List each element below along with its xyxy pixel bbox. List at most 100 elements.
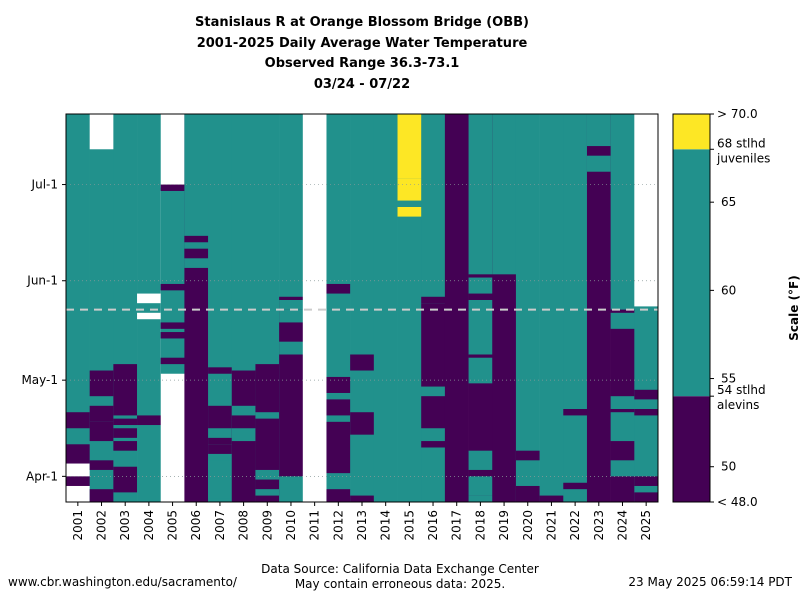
year-column-2015 xyxy=(397,114,422,502)
cell-segment-2018-2 xyxy=(468,357,493,384)
cell-segment-2002-0 xyxy=(89,114,114,150)
x-tick-label-2019: 2019 xyxy=(497,510,511,541)
year-column-2009 xyxy=(255,114,280,502)
x-tick-label-2007: 2007 xyxy=(213,510,227,541)
cell-segment-2005-1 xyxy=(160,184,185,191)
cell-segment-2015-2 xyxy=(397,114,422,179)
cell-segment-2002-2 xyxy=(89,460,114,470)
cell-segment-2024-1 xyxy=(610,312,635,329)
cell-base-2011 xyxy=(302,114,327,502)
cell-segment-2009-3 xyxy=(255,412,280,419)
cell-base-2021 xyxy=(539,114,564,502)
year-column-2021 xyxy=(539,114,564,502)
year-column-2013 xyxy=(350,114,375,502)
cell-segment-2012-2 xyxy=(326,399,351,416)
colorbar-band-0 xyxy=(673,396,710,502)
cell-segment-2010-1 xyxy=(279,476,304,502)
y-tick-label-May-1: May-1 xyxy=(21,373,58,387)
cell-segment-2004-2 xyxy=(137,415,162,426)
cell-segment-2013-2 xyxy=(350,354,375,371)
x-tick-label-2009: 2009 xyxy=(260,510,274,541)
x-tick-label-2021: 2021 xyxy=(544,510,558,541)
cell-base-2022 xyxy=(563,114,588,502)
x-tick-label-2014: 2014 xyxy=(379,510,393,541)
cell-base-2004 xyxy=(137,114,162,502)
cell-segment-2020-0 xyxy=(515,485,540,502)
x-tick-label-2006: 2006 xyxy=(189,510,203,541)
cell-segment-2005-4 xyxy=(160,332,185,339)
cell-segment-2025-1 xyxy=(634,492,659,502)
cell-segment-2008-2 xyxy=(231,405,256,416)
chart-title-line-3: Observed Range 36.3-73.1 xyxy=(264,56,460,71)
x-tick-label-2024: 2024 xyxy=(615,510,629,541)
cell-segment-2013-0 xyxy=(350,495,375,502)
year-column-2014 xyxy=(373,114,398,502)
year-column-2006 xyxy=(184,114,209,502)
colorbar: 50 55 60 65 > 70.0 < 48.0 54 stlhd alevins 68 st… xyxy=(672,107,800,509)
cell-segment-2018-3 xyxy=(468,450,493,470)
x-tick-label-2001: 2001 xyxy=(71,510,85,541)
year-column-2010 xyxy=(279,114,304,502)
cell-segment-2012-1 xyxy=(326,421,351,474)
cell-segment-2012-0 xyxy=(326,489,351,502)
cell-segment-2016-1 xyxy=(421,396,446,429)
cell-segment-2012-4 xyxy=(326,283,351,294)
cell-segment-2020-1 xyxy=(515,450,540,461)
year-column-2022 xyxy=(563,114,588,502)
colorbar-tick-label-60: 60 xyxy=(721,283,736,297)
year-column-2008 xyxy=(231,114,256,502)
y-tick-label-Jul-1: Jul-1 xyxy=(31,178,58,192)
cell-segment-2005-0 xyxy=(160,187,185,374)
cell-segment-2018-0 xyxy=(468,277,493,294)
cell-segment-2022-1 xyxy=(563,409,588,416)
x-tick-label-2025: 2025 xyxy=(639,510,653,541)
cell-segment-2007-3 xyxy=(208,460,233,499)
cell-segment-2005-2 xyxy=(160,283,185,291)
x-tick-label-2017: 2017 xyxy=(450,510,464,541)
year-column-2024 xyxy=(610,114,635,502)
y-tick-label-Jun-1: Jun-1 xyxy=(26,274,58,288)
cell-segment-2018-1 xyxy=(468,299,493,355)
year-column-2004 xyxy=(137,114,162,502)
x-tick-label-2020: 2020 xyxy=(521,510,535,541)
footer-data-source: Data Source: California Data Exchange Ce… xyxy=(261,562,539,576)
cell-segment-2024-2 xyxy=(610,412,635,442)
cell-segment-2010-0 xyxy=(279,296,304,502)
cell-segment-2001-1 xyxy=(66,476,90,486)
cell-segment-2001-2 xyxy=(66,444,90,464)
cell-segment-2003-1 xyxy=(113,441,138,451)
colorbar-band-1 xyxy=(673,149,710,397)
cell-segment-2019-0 xyxy=(492,114,517,275)
x-tick-label-2012: 2012 xyxy=(331,510,345,541)
cell-segment-2024-4 xyxy=(610,460,635,477)
cell-segment-2025-2 xyxy=(634,476,659,486)
cell-segment-2010-4 xyxy=(279,299,304,310)
year-column-2003 xyxy=(113,114,138,502)
cell-segment-2006-0 xyxy=(184,114,209,268)
cell-segment-2016-2 xyxy=(421,303,446,387)
x-tick-label-2002: 2002 xyxy=(95,510,109,541)
cell-segment-2021-0 xyxy=(539,495,564,502)
cell-base-2017 xyxy=(444,114,469,502)
year-column-2019 xyxy=(492,114,517,502)
cell-segment-2002-1 xyxy=(89,489,114,502)
colorbar-threshold-label-54: 54 stlhd alevins xyxy=(717,383,766,412)
footer-timestamp: 23 May 2025 06:59:14 PDT xyxy=(628,575,792,589)
year-column-2007 xyxy=(208,114,233,502)
cell-segment-2006-1 xyxy=(184,235,209,243)
colorbar-scale-label: Scale (°F) xyxy=(787,275,800,340)
chart-title-line-1: Stanislaus R at Orange Blossom Bridge (O… xyxy=(195,15,529,30)
colorbar-bottom-label: < 48.0 xyxy=(717,495,758,509)
year-column-2005 xyxy=(160,114,185,502)
cell-base-2014 xyxy=(373,114,398,502)
cell-segment-2002-3 xyxy=(89,421,114,442)
cell-segment-2016-0 xyxy=(421,441,446,448)
cell-segment-2018-5 xyxy=(468,495,493,502)
colorbar-top-label: > 70.0 xyxy=(717,107,758,121)
x-tick-label-2011: 2011 xyxy=(308,510,322,541)
cell-base-2001 xyxy=(66,114,90,502)
cell-segment-2022-0 xyxy=(563,482,588,490)
x-tick-label-2022: 2022 xyxy=(568,510,582,541)
x-tick-label-2010: 2010 xyxy=(284,510,298,541)
